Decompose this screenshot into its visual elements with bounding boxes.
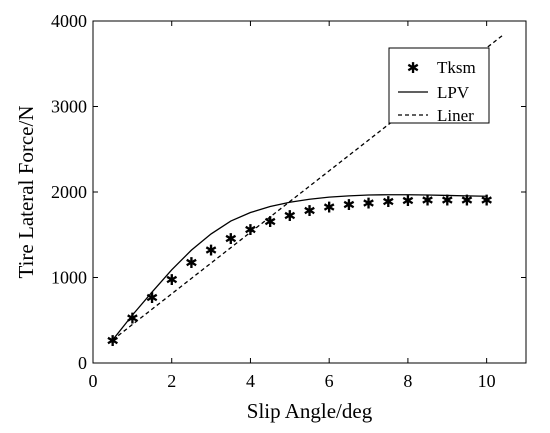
legend-liner-label: Liner (437, 106, 474, 125)
x-tick-label: 0 (89, 371, 98, 391)
legend-tksm-marker: ✱ (407, 59, 420, 77)
x-axis-label: Slip Angle/deg (247, 399, 373, 423)
tksm-point: ✱ (165, 271, 178, 289)
tksm-point: ✱ (421, 192, 434, 210)
y-tick-label: 3000 (51, 97, 87, 117)
legend-lpv-label: LPV (437, 83, 470, 102)
legend: ✱ Tksm LPV Liner (388, 47, 490, 125)
x-tick-label: 10 (478, 371, 496, 391)
liner-line (112, 35, 503, 341)
tksm-point: ✱ (441, 191, 454, 209)
tksm-point: ✱ (126, 310, 139, 328)
y-tick-label: 0 (78, 353, 87, 373)
tksm-point: ✱ (323, 199, 336, 217)
legend-box (388, 47, 490, 124)
y-tick-label: 2000 (51, 182, 87, 202)
tksm-point: ✱ (402, 192, 415, 210)
x-tick-label: 2 (167, 371, 176, 391)
series-layer: ✱✱✱✱✱✱✱✱ ✱ ✱ ✱ ✱ ✱ ✱ ✱ ✱ ✱ ✱ ✱ ✱ (106, 35, 503, 350)
tksm-point: ✱ (303, 202, 316, 220)
tksm-point: ✱ (205, 241, 218, 259)
x-tick-label: 6 (325, 371, 334, 391)
x-tick-label: 8 (403, 371, 412, 391)
tksm-point: ✱ (461, 191, 474, 209)
legend-tksm-label: Tksm (437, 58, 476, 77)
lpv-line (112, 194, 487, 341)
y-tick-label: 4000 (51, 11, 87, 31)
tksm-point: ✱ (224, 230, 237, 248)
tksm-point: ✱ (343, 196, 356, 214)
tksm-point: ✱ (382, 193, 395, 211)
tksm-point: ✱ (480, 191, 493, 209)
tksm-point: ✱ (284, 207, 297, 225)
tksm-point: ✱ (362, 194, 375, 212)
y-axis-label: Tire Lateral Force/N (14, 105, 38, 278)
x-tick-label: 4 (246, 371, 255, 391)
tksm-point: ✱ (146, 289, 159, 307)
tksm-point: ✱ (264, 213, 277, 231)
tksm-point: ✱ (185, 254, 198, 272)
y-tick-label: 1000 (51, 268, 87, 288)
axes-layer: 0 2 4 6 8 10 0 1000 2000 3000 4000 (51, 11, 526, 391)
